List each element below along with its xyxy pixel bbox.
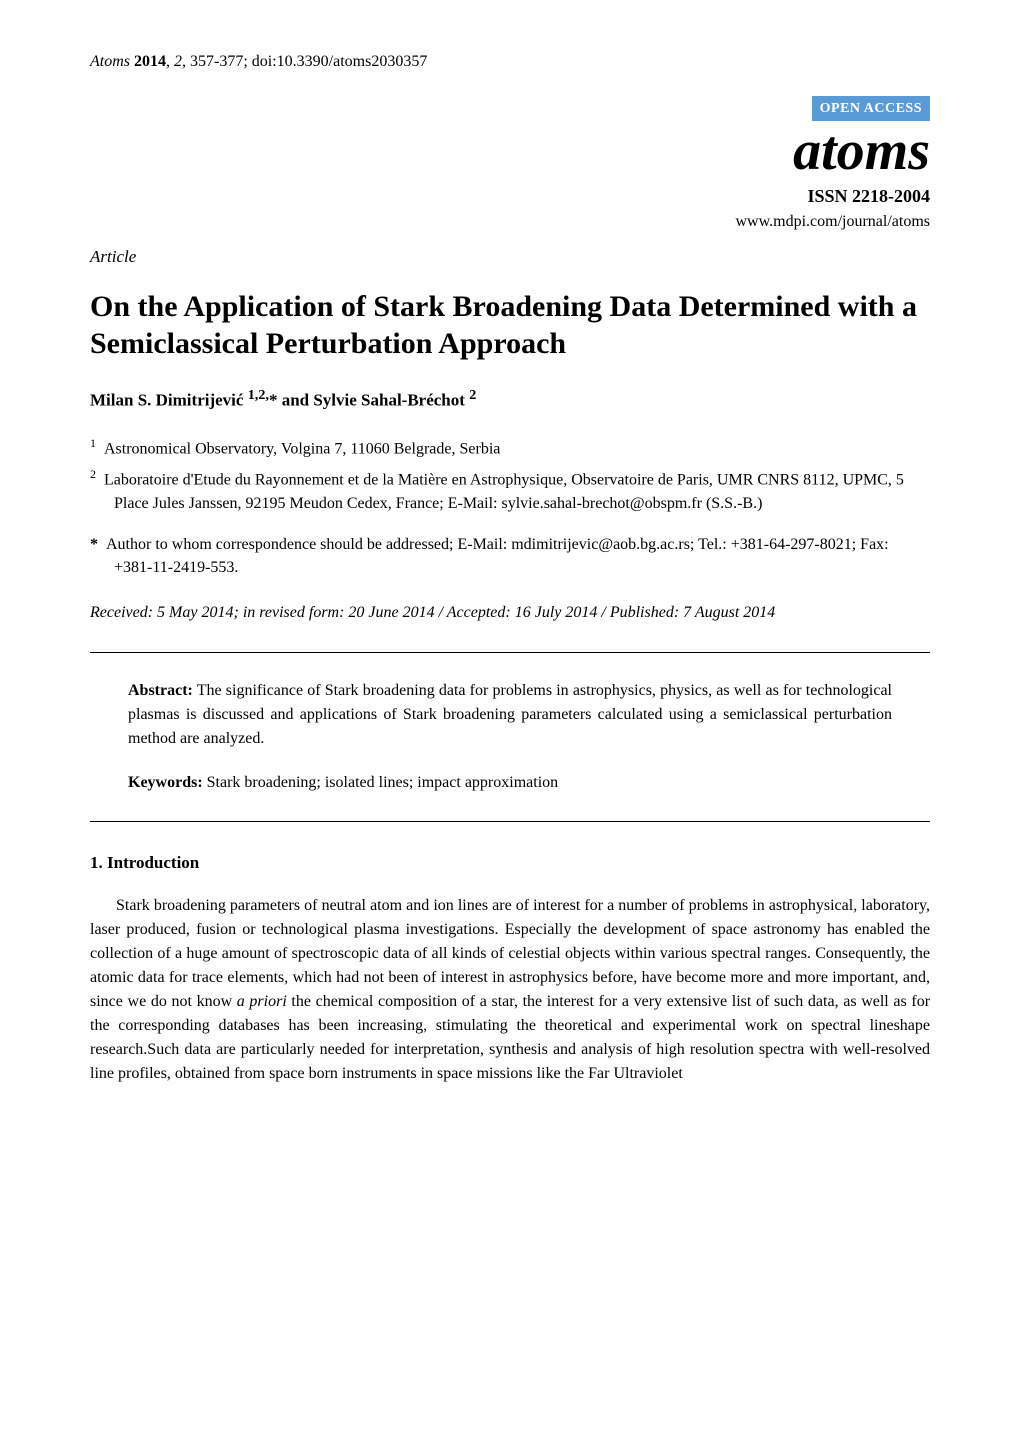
header-row: Atoms 2014, 2, 357-377; doi:10.3390/atom… [90,50,930,74]
abstract-label: Abstract: [128,682,193,699]
affiliation-text: Astronomical Observatory, Volgina 7, 110… [104,440,500,457]
article-dates: Received: 5 May 2014; in revised form: 2… [90,601,930,624]
open-access-badge: OPEN ACCESS [812,96,930,121]
section-1-heading: 1. Introduction [90,850,930,876]
journal-year: 2014 [134,53,166,70]
correspondence: * Author to whom correspondence should b… [90,533,930,579]
section-1-body: Stark broadening parameters of neutral a… [90,894,930,1086]
issn-text: ISSN 2218-2004 [90,183,930,210]
affiliation-num: 1 [90,436,96,450]
journal-name-italic: Atoms [90,53,134,70]
affiliations-block: 1 Astronomical Observatory, Volgina 7, 1… [90,435,930,515]
abstract-block: Abstract: The significance of Stark broa… [90,679,930,795]
keywords-text: Stark broadening; isolated lines; impact… [207,774,558,791]
keywords: Keywords: Stark broadening; isolated lin… [128,771,892,795]
journal-ref-rest: , 2, 357-377; doi:10.3390/atoms2030357 [166,53,427,70]
affiliation-num: 2 [90,467,96,481]
rule-bottom [90,821,930,822]
article-title: On the Application of Stark Broadening D… [90,288,930,363]
article-type: Article [90,244,930,270]
affiliation-text: Laboratoire d'Etude du Rayonnement et de… [104,472,904,512]
abstract-text: The significance of Stark broadening dat… [128,682,892,747]
journal-url: www.mdpi.com/journal/atoms [90,210,930,234]
correspondence-marker: * [90,536,98,553]
open-access-row: OPEN ACCESS [90,96,930,121]
abstract: Abstract: The significance of Stark broa… [128,679,892,751]
author-list: Milan S. Dimitrijević 1,2,* and Sylvie S… [90,385,930,413]
rule-top [90,652,930,653]
journal-reference: Atoms 2014, 2, 357-377; doi:10.3390/atom… [90,50,427,74]
affiliation-1: 1 Astronomical Observatory, Volgina 7, 1… [90,435,930,461]
keywords-label: Keywords: [128,774,203,791]
journal-logo: atoms [90,123,930,179]
affiliation-2: 2 Laboratoire d'Etude du Rayonnement et … [90,466,930,515]
correspondence-text: Author to whom correspondence should be … [106,536,889,576]
